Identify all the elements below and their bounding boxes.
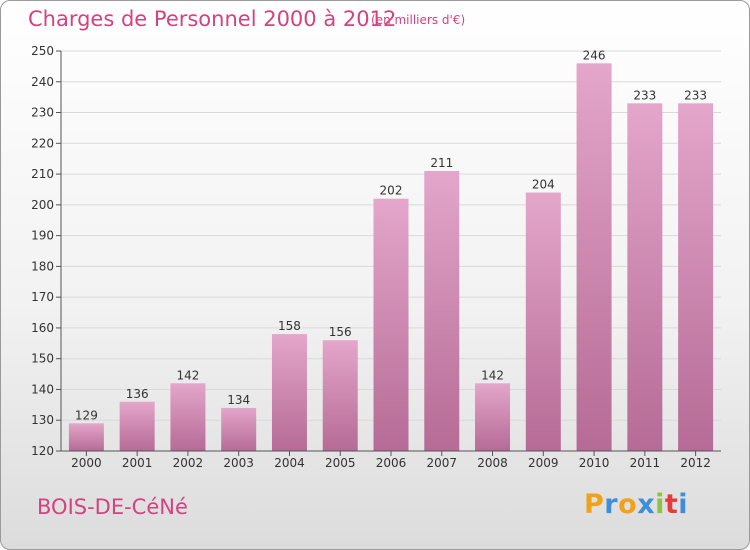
bar-2000 <box>68 423 104 451</box>
bar-2011 <box>627 103 663 452</box>
logo-letter: t <box>664 489 679 520</box>
logo-letter: i <box>655 489 665 520</box>
logo-letter: P <box>584 489 605 520</box>
data-label-2009: 204 <box>532 178 555 192</box>
y-tick-label: 180 <box>31 259 54 273</box>
bar-2002 <box>170 383 206 451</box>
chart-title: Charges de Personnel 2000 à 2012 <box>28 7 397 31</box>
data-label-2006: 202 <box>380 184 403 198</box>
data-label-2010: 246 <box>583 48 606 62</box>
bar-2010 <box>576 63 612 452</box>
x-tick-label-2003: 2003 <box>223 456 254 470</box>
data-label-2001: 136 <box>126 387 149 401</box>
labels: 120 130 140 150 160 170 180 190 200 210 220 230 240 2… <box>31 44 711 470</box>
data-label-2007: 211 <box>430 156 453 170</box>
bar-2008 <box>475 383 511 451</box>
x-tick-label-2010: 2010 <box>579 456 610 470</box>
bar-2012 <box>678 103 714 452</box>
data-label-2011: 233 <box>633 88 656 102</box>
chart-unit-subtitle: (en milliers d'€) <box>371 13 466 27</box>
x-tick-label-2011: 2011 <box>630 456 661 470</box>
logo-letter: i <box>678 489 689 520</box>
data-label-2008: 142 <box>481 368 504 382</box>
y-tick-label: 130 <box>31 413 54 427</box>
data-label-2000: 129 <box>75 408 98 422</box>
y-tick-label: 230 <box>31 106 54 120</box>
city-name: BOIS-DE-CéNé <box>37 495 188 519</box>
x-tick-label-2002: 2002 <box>173 456 204 470</box>
x-tick-label-2012: 2012 <box>680 456 711 470</box>
x-tick-label-2001: 2001 <box>122 456 153 470</box>
bar-2005 <box>322 340 358 451</box>
data-label-2012: 233 <box>684 88 707 102</box>
axes <box>56 50 721 456</box>
x-tick-label-2006: 2006 <box>376 456 407 470</box>
y-tick-label: 160 <box>31 321 54 335</box>
data-label-2002: 142 <box>176 368 199 382</box>
y-tick-label: 150 <box>31 352 54 366</box>
y-tick-label: 120 <box>31 444 54 458</box>
bar-2009 <box>525 192 561 452</box>
x-tick-label-2000: 2000 <box>71 456 102 470</box>
data-label-2005: 156 <box>329 325 352 339</box>
x-tick-label-2009: 2009 <box>528 456 559 470</box>
x-tick-label-2007: 2007 <box>426 456 457 470</box>
logo-letter: r <box>604 489 619 520</box>
bar-2004 <box>271 334 307 451</box>
x-tick-label-2004: 2004 <box>274 456 305 470</box>
x-tick-label-2005: 2005 <box>325 456 356 470</box>
y-tick-label: 210 <box>31 167 54 181</box>
y-tick-label: 220 <box>31 136 54 150</box>
y-tick-label: 240 <box>31 75 54 89</box>
data-label-2004: 158 <box>278 319 301 333</box>
y-tick-label: 250 <box>31 44 54 58</box>
bar-2006 <box>373 198 409 451</box>
bars <box>68 63 714 452</box>
y-tick-label: 140 <box>31 382 54 396</box>
bar-2003 <box>221 407 257 451</box>
y-tick-label: 170 <box>31 290 54 304</box>
logo-letter: x <box>637 489 656 520</box>
y-tick-label: 190 <box>31 229 54 243</box>
x-tick-label-2008: 2008 <box>477 456 508 470</box>
bar-2007 <box>424 171 460 451</box>
proxiti-logo: Proxiti <box>584 489 688 520</box>
y-tick-label: 200 <box>31 198 54 212</box>
logo-letter: o <box>618 489 638 520</box>
data-label-2003: 134 <box>227 393 250 407</box>
bar-2001 <box>119 401 155 451</box>
